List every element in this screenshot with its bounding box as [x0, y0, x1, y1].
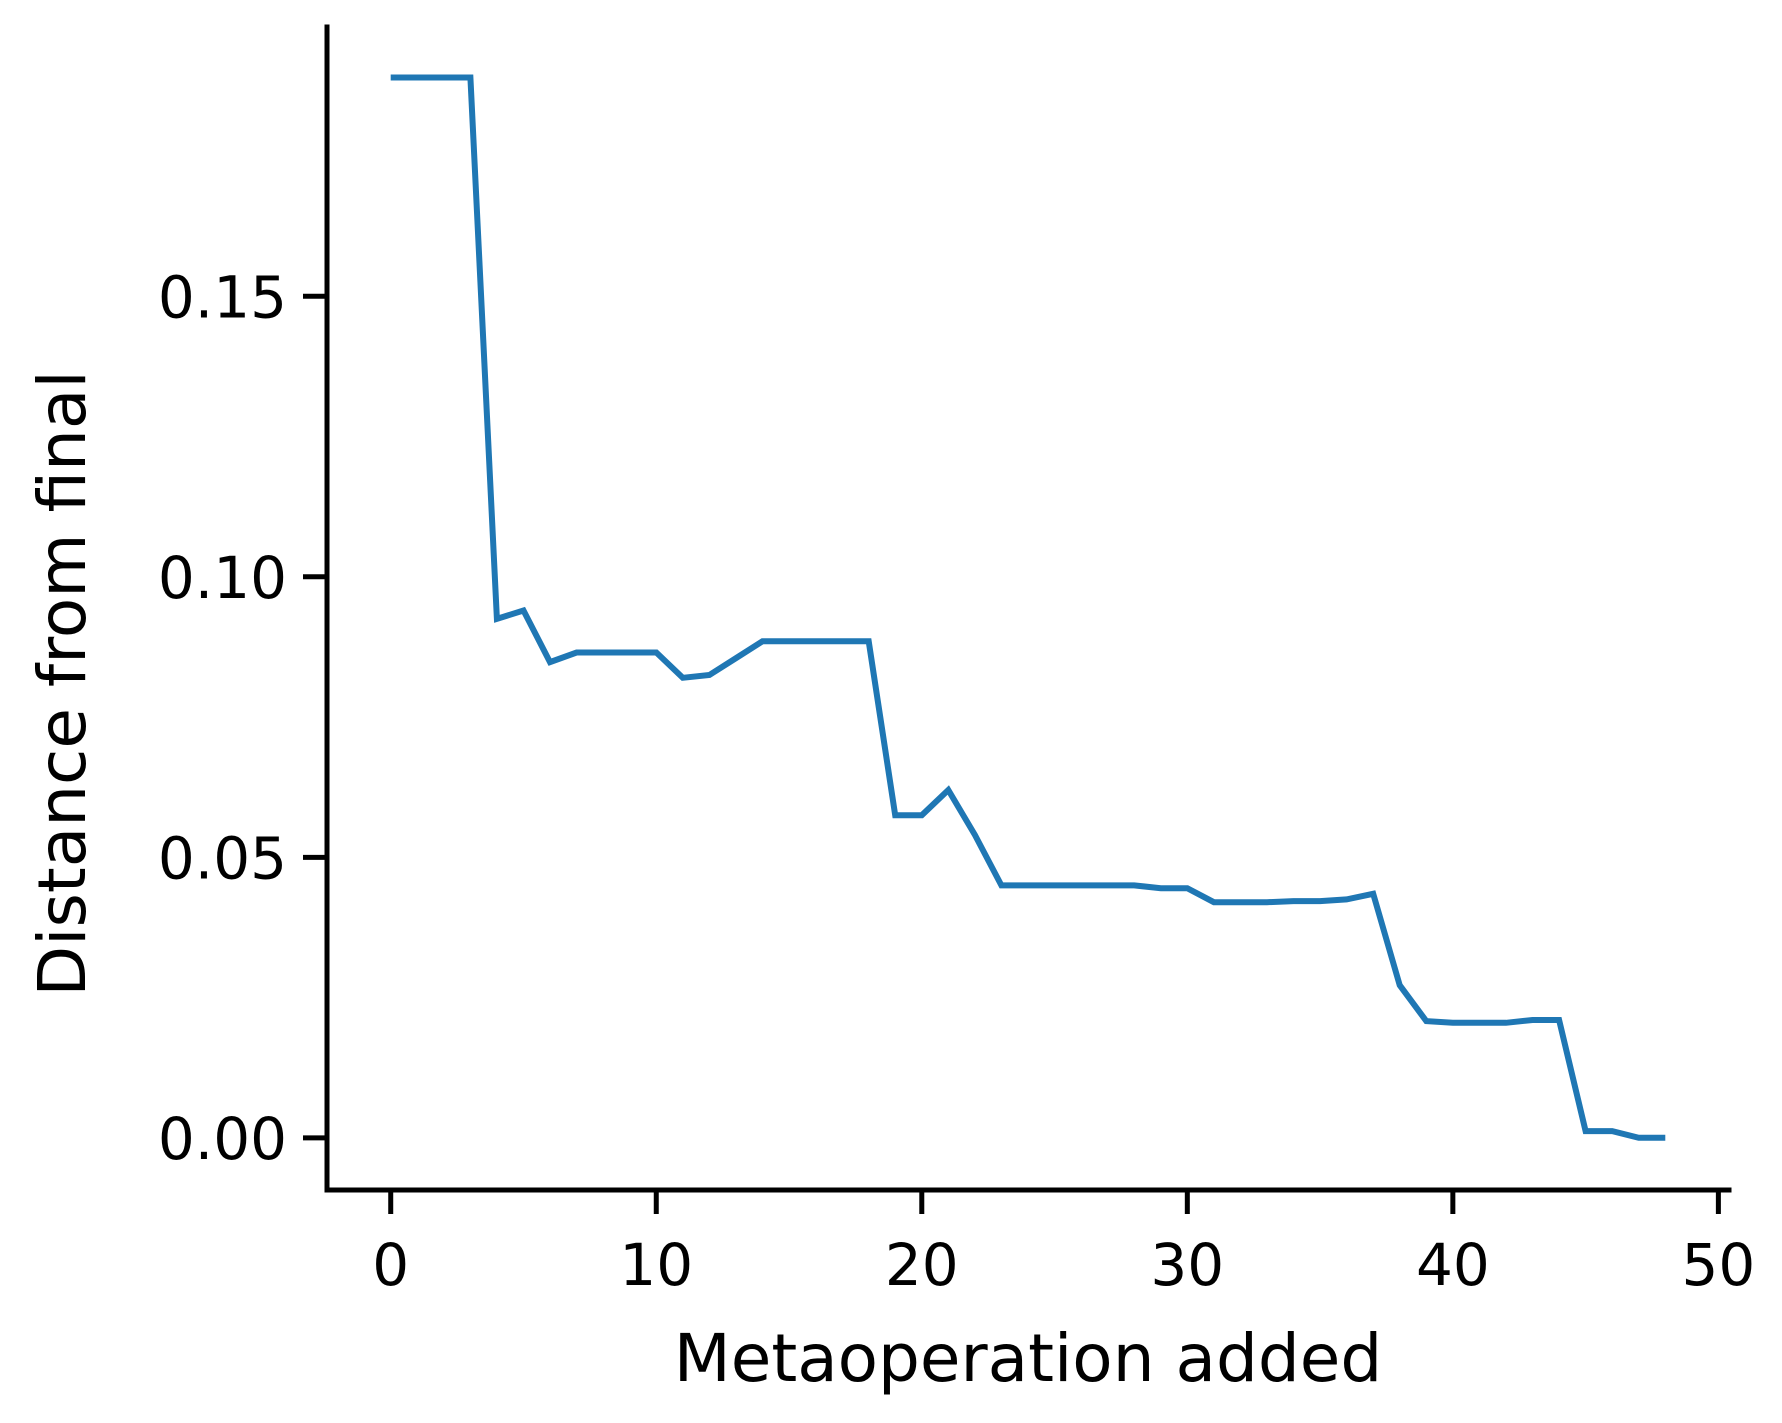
x-tick-label: 30: [1150, 1231, 1224, 1299]
y-tick-label: 0.15: [158, 263, 287, 331]
series-line-distance: [390, 74, 1666, 1141]
y-tick-label: 0.00: [158, 1105, 287, 1173]
y-ticks: 0.00 0.05 0.10 0.15: [158, 263, 327, 1173]
x-tick-label: 10: [619, 1231, 693, 1299]
x-tick-label: 40: [1416, 1231, 1490, 1299]
y-axis-title: Distance from final: [24, 370, 101, 996]
x-tick-label: 50: [1681, 1231, 1755, 1299]
plot-area: [390, 74, 1666, 1141]
x-tick-label: 0: [372, 1231, 409, 1299]
y-tick-label: 0.10: [158, 544, 287, 612]
x-ticks: 0 10 20 30 40 50: [372, 1190, 1755, 1299]
y-tick-label: 0.05: [158, 824, 287, 892]
axes: [324, 24, 1732, 1193]
x-tick-label: 20: [885, 1231, 959, 1299]
x-axis-title: Metaoperation added: [674, 1320, 1382, 1397]
